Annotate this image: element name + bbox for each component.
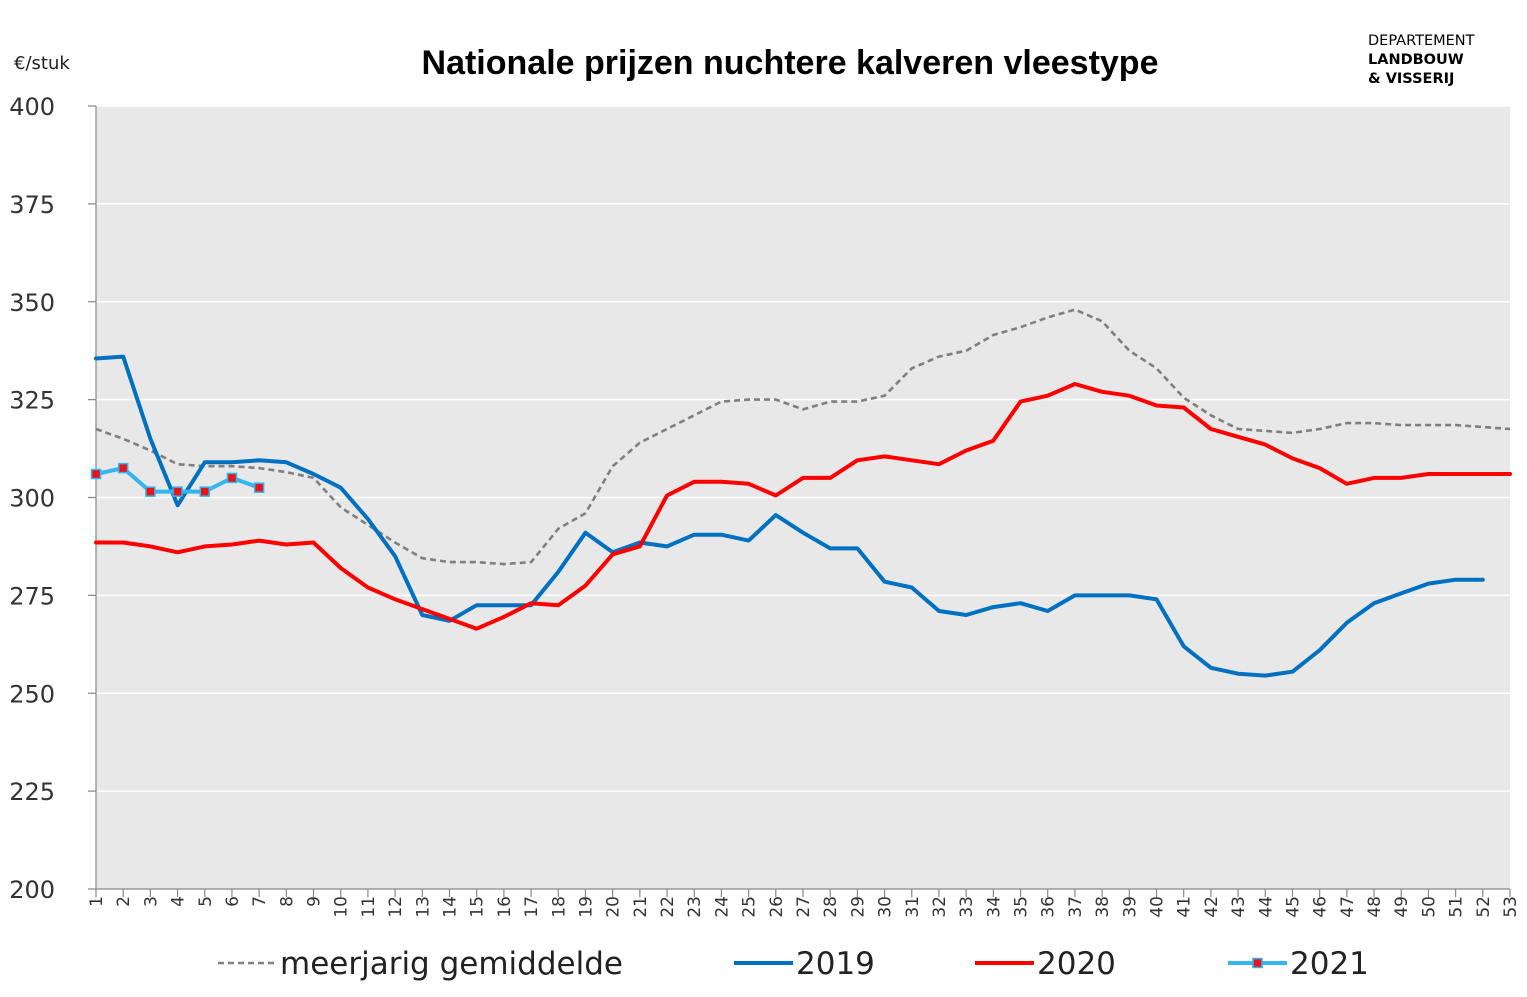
x-tick-label: 43 xyxy=(1229,896,1249,918)
x-tick-label: 22 xyxy=(658,896,678,918)
x-tick-label: 20 xyxy=(604,896,624,918)
series-line-2020 xyxy=(94,382,1512,631)
series-marker-2021 xyxy=(226,472,238,484)
department-logo: DEPARTEMENT LANDBOUW & VISSERIJ xyxy=(1368,33,1475,87)
x-tick-label: 35 xyxy=(1012,896,1032,918)
series-line-2019 xyxy=(94,354,1485,678)
x-tick-label: 1 xyxy=(87,896,107,907)
x-tick-label: 25 xyxy=(740,896,760,918)
x-tick-label: 21 xyxy=(631,896,651,918)
chart-title: Nationale prijzen nuchtere kalveren vlee… xyxy=(422,44,1159,82)
x-tick-label: 33 xyxy=(957,896,977,918)
logo-line-3: & VISSERIJ xyxy=(1368,71,1454,87)
x-tick-label: 34 xyxy=(984,896,1004,918)
x-tick-label: 47 xyxy=(1338,896,1358,918)
x-tick-label: 45 xyxy=(1283,896,1303,918)
x-tick-label: 9 xyxy=(305,896,325,907)
x-tick-label: 44 xyxy=(1256,896,1276,918)
x-tick-label: 32 xyxy=(930,896,950,918)
x-tick-label: 23 xyxy=(685,896,705,918)
x-tick-label: 26 xyxy=(767,896,787,918)
legend-label: 2020 xyxy=(1037,946,1116,982)
x-tick-label: 19 xyxy=(576,896,596,918)
y-tick-label: 325 xyxy=(9,387,55,415)
series-marker-2021 xyxy=(145,486,156,497)
x-tick-label: 16 xyxy=(495,896,515,918)
logo-line-2: LANDBOUW xyxy=(1368,52,1464,68)
legend-item: 2019 xyxy=(734,946,875,982)
series-marker-2021 xyxy=(117,462,129,474)
legend-label: meerjarig gemiddelde xyxy=(280,946,623,982)
legend-label: 2021 xyxy=(1290,946,1369,982)
legend-item: meerjarig gemiddelde xyxy=(218,946,623,982)
y-tick-label: 225 xyxy=(9,778,55,806)
legend-item: 2020 xyxy=(975,946,1116,982)
x-tick-label: 27 xyxy=(794,896,814,918)
x-tick-label: 31 xyxy=(903,896,923,918)
logo-line-1: DEPARTEMENT xyxy=(1368,33,1475,49)
x-tick-label: 7 xyxy=(250,896,270,907)
x-tick-label: 8 xyxy=(277,896,297,907)
x-tick-label: 15 xyxy=(468,896,488,918)
x-tick-label: 49 xyxy=(1392,896,1412,918)
x-tick-label: 17 xyxy=(522,896,542,918)
x-tick-label: 36 xyxy=(1039,896,1059,918)
x-tick-label: 46 xyxy=(1311,896,1331,918)
y-tick-label: 250 xyxy=(9,680,55,708)
x-tick-label: 51 xyxy=(1447,896,1467,918)
legend: meerjarig gemiddelde 2019 2020 2021 xyxy=(218,946,1369,982)
x-tick-label: 42 xyxy=(1202,896,1222,918)
x-tick-label: 29 xyxy=(848,896,868,918)
series-marker-2021 xyxy=(90,468,102,480)
x-tick-label: 50 xyxy=(1419,896,1439,918)
legend-item: 2021 xyxy=(1228,946,1369,982)
x-tick-label: 12 xyxy=(386,896,406,918)
series-marker-2021 xyxy=(253,482,265,493)
x-tick-label: 37 xyxy=(1066,896,1086,918)
x-tick-label: 4 xyxy=(169,896,189,907)
x-tick-label: 18 xyxy=(549,896,569,918)
x-tick-label: 13 xyxy=(413,896,433,918)
y-tick-label: 350 xyxy=(9,289,55,317)
x-tick-label: 30 xyxy=(876,896,896,918)
y-unit-label: €/stuk xyxy=(14,53,70,74)
x-tick-label: 39 xyxy=(1120,896,1140,918)
series-lines xyxy=(90,308,1512,678)
series-marker-2021 xyxy=(199,486,211,497)
x-tick-label: 41 xyxy=(1175,896,1195,918)
x-tick-label: 11 xyxy=(359,896,379,918)
x-tick-label: 24 xyxy=(712,896,732,918)
y-tick-label: 200 xyxy=(9,876,55,904)
series-marker-2021 xyxy=(172,486,183,497)
legend-marker xyxy=(1252,957,1263,969)
x-tick-label: 53 xyxy=(1501,896,1521,918)
x-tick-label: 5 xyxy=(196,896,216,907)
x-tick-label: 14 xyxy=(441,896,461,918)
y-tick-label: 300 xyxy=(9,485,55,513)
x-tick-label: 28 xyxy=(821,896,841,918)
x-tick-label: 40 xyxy=(1148,896,1168,918)
x-tick-label: 10 xyxy=(332,896,352,918)
y-tick-label: 275 xyxy=(9,582,55,610)
x-tick-label: 38 xyxy=(1093,896,1113,918)
series-line-meerjarig-gemiddelde xyxy=(95,308,1511,566)
x-tick-label: 6 xyxy=(223,896,243,907)
x-tick-label: 2 xyxy=(114,896,134,907)
x-tick-label: 3 xyxy=(141,896,161,907)
legend-label: 2019 xyxy=(796,946,875,982)
y-tick-label: 400 xyxy=(9,93,55,121)
y-tick-label: 375 xyxy=(9,191,55,219)
x-tick-label: 48 xyxy=(1365,896,1385,918)
axes xyxy=(88,105,1511,897)
x-tick-label: 52 xyxy=(1474,896,1494,918)
